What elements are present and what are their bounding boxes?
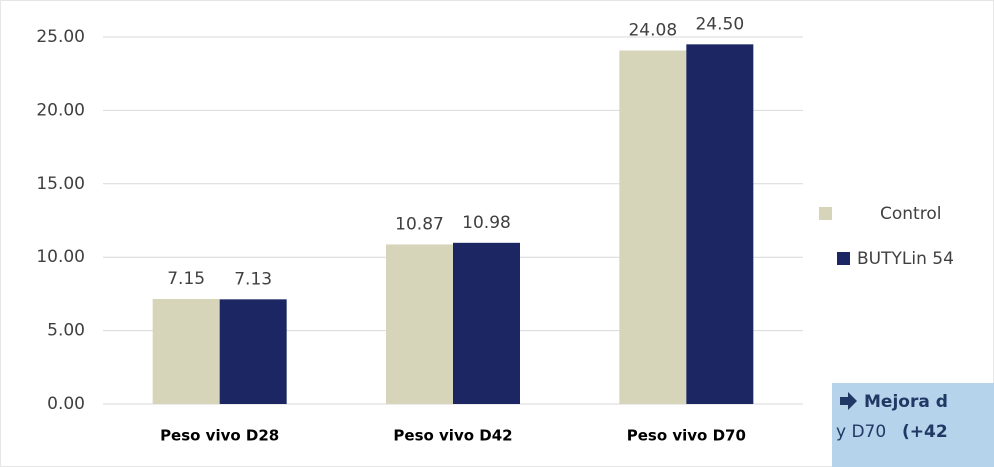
y-tick-label: 5.00 bbox=[47, 321, 85, 341]
callout-text: (+42 bbox=[902, 422, 948, 442]
bar bbox=[619, 50, 687, 404]
bar bbox=[219, 299, 287, 404]
legend-label: BUTYLin 54 bbox=[857, 249, 954, 269]
data-label: 7.15 bbox=[167, 269, 205, 289]
bar bbox=[453, 242, 520, 404]
callout-text: Mejora d bbox=[864, 392, 948, 412]
y-tick-label: 20.00 bbox=[36, 100, 85, 120]
arrow-icon bbox=[840, 392, 857, 410]
bar bbox=[686, 44, 754, 405]
y-tick-label: 25.00 bbox=[36, 27, 85, 47]
legend-swatch bbox=[819, 207, 832, 220]
x-tick-label: Peso vivo D42 bbox=[393, 427, 512, 445]
data-label: 24.50 bbox=[695, 14, 744, 34]
x-tick-label: Peso vivo D28 bbox=[160, 427, 279, 445]
x-tick-label: Peso vivo D70 bbox=[627, 427, 746, 445]
legend-swatch bbox=[837, 252, 850, 265]
bar bbox=[386, 244, 453, 404]
data-label: 7.13 bbox=[234, 269, 272, 289]
data-label: 10.87 bbox=[395, 214, 444, 234]
callout-box bbox=[832, 383, 994, 467]
data-label: 24.08 bbox=[628, 21, 677, 41]
y-tick-label: 0.00 bbox=[47, 394, 85, 414]
callout-text: y D70 bbox=[836, 422, 886, 442]
y-tick-label: 10.00 bbox=[36, 247, 85, 267]
legend-label: Control bbox=[880, 204, 941, 224]
data-label: 10.98 bbox=[462, 213, 511, 233]
bar bbox=[152, 299, 220, 404]
y-tick-label: 15.00 bbox=[36, 174, 85, 194]
